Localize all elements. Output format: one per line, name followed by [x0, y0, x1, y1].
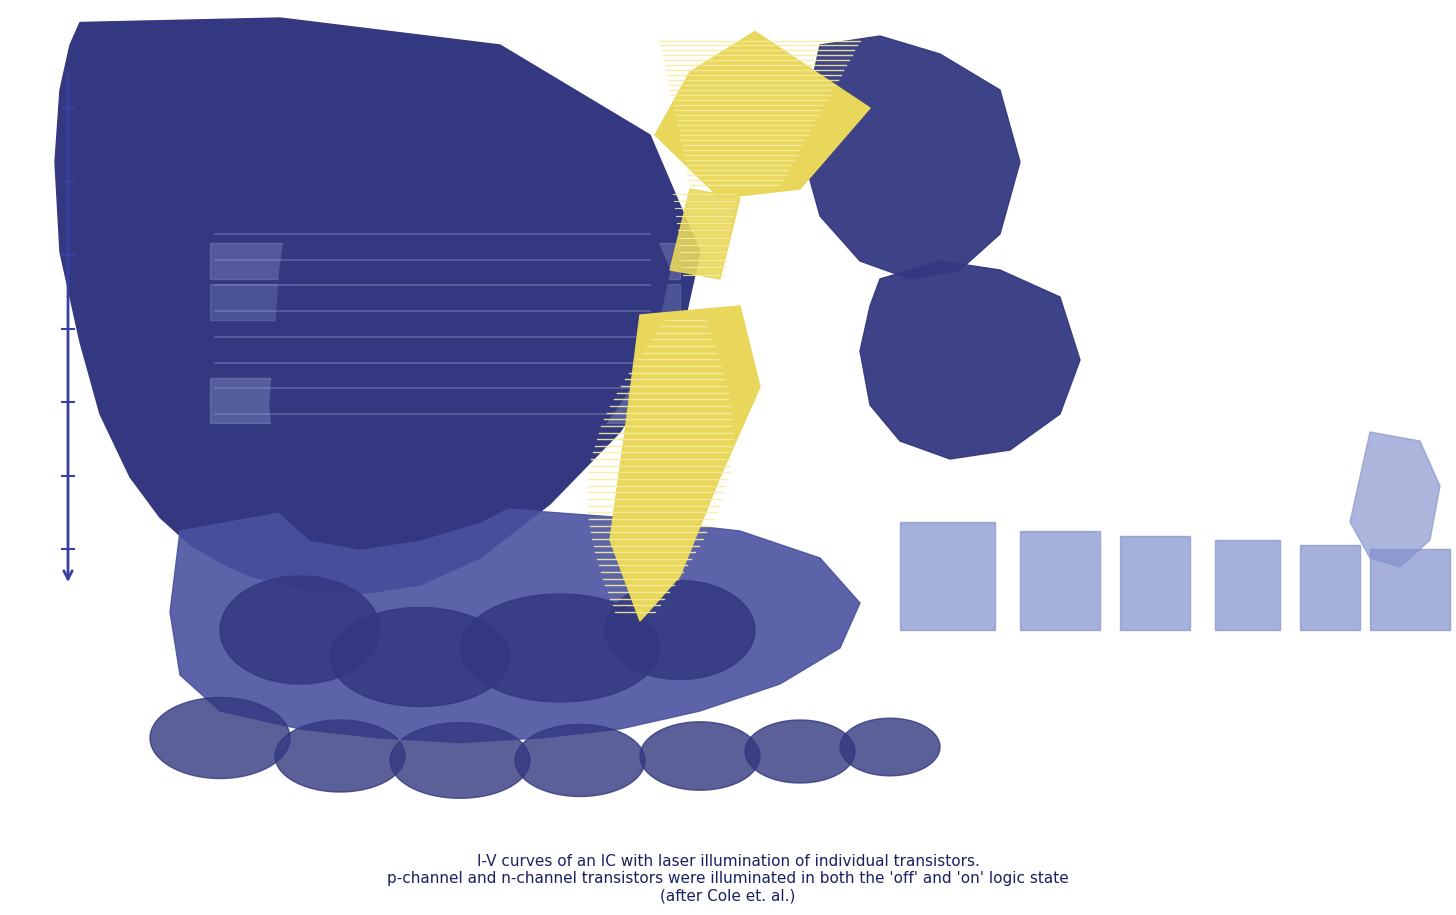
Polygon shape — [670, 189, 740, 279]
Polygon shape — [1021, 531, 1099, 630]
Polygon shape — [150, 697, 290, 779]
Polygon shape — [331, 608, 510, 706]
Polygon shape — [1300, 544, 1360, 630]
Polygon shape — [799, 36, 1021, 279]
Polygon shape — [55, 18, 700, 594]
Polygon shape — [1350, 432, 1440, 567]
Polygon shape — [515, 725, 645, 796]
Polygon shape — [1214, 540, 1280, 630]
Polygon shape — [610, 306, 760, 621]
Polygon shape — [390, 723, 530, 798]
Polygon shape — [275, 720, 405, 792]
Polygon shape — [860, 261, 1080, 459]
Polygon shape — [269, 90, 670, 549]
Polygon shape — [606, 580, 756, 680]
Polygon shape — [220, 576, 380, 684]
Polygon shape — [655, 31, 871, 198]
Polygon shape — [1370, 549, 1450, 630]
Polygon shape — [641, 722, 760, 791]
Polygon shape — [745, 720, 855, 783]
Polygon shape — [460, 594, 660, 702]
Polygon shape — [1120, 535, 1190, 630]
Text: I-V curves of an IC with laser illumination of individual transistors.
p-channel: I-V curves of an IC with laser illuminat… — [387, 854, 1069, 903]
Polygon shape — [840, 718, 941, 776]
Polygon shape — [900, 522, 994, 630]
Polygon shape — [170, 504, 860, 742]
